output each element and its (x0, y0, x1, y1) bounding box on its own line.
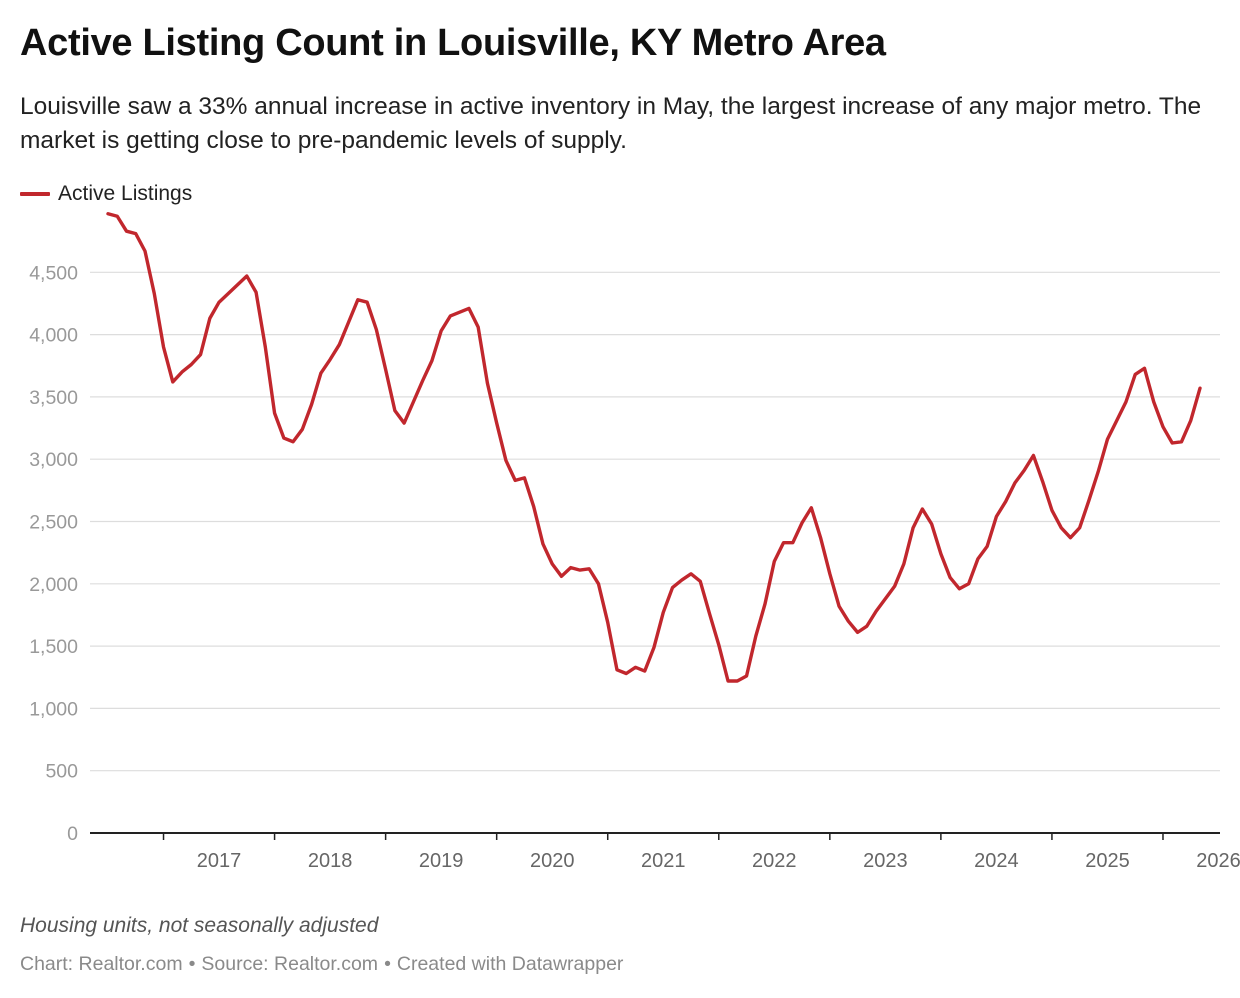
x-tick-label: 2017 (197, 850, 242, 872)
chart-subtitle: Louisville saw a 33% annual increase in … (20, 93, 1202, 154)
x-tick-label: 2020 (530, 850, 575, 872)
legend: Active Listings (20, 182, 192, 206)
y-tick-label: 2,500 (29, 512, 78, 534)
y-tick-label: 4,500 (29, 262, 78, 284)
credit-source: Source: Realtor.com (201, 953, 379, 975)
chart-credits: Chart: Realtor.com • Source: Realtor.com • C… (20, 953, 623, 976)
y-tick-label: 2,000 (29, 574, 78, 596)
chart-title: Active Listing Count in Louisville, KY M… (20, 22, 886, 64)
y-tick-label: 0 (67, 823, 78, 845)
x-tick-label: 2021 (641, 850, 686, 872)
line-chart: 0 500 1,000 1,500 2,000 2,500 3,000 3,500 4,000 4… (29, 212, 1240, 872)
x-tick-label: 2019 (419, 850, 464, 872)
x-tick-label: 2024 (974, 850, 1019, 872)
credit-chart: Chart: Realtor.com (20, 953, 183, 975)
credit-separator: • (384, 953, 391, 975)
y-tick-label: 500 (45, 761, 78, 783)
legend-line-swatch (20, 192, 50, 196)
x-tick-label: 2025 (1085, 850, 1130, 872)
credit-created: Created with Datawrapper (396, 953, 624, 975)
series-layer (106, 212, 1202, 683)
y-tick-label: 4,000 (29, 325, 78, 347)
chart-note: Housing units, not seasonally adjusted (20, 914, 379, 937)
y-tick-label: 3,000 (29, 449, 78, 471)
x-tick-label: 2026 (1196, 850, 1240, 872)
y-tick-label: 1,500 (29, 636, 78, 658)
x-tick-label: 2023 (863, 850, 908, 872)
series-line-active-listings (106, 212, 1202, 683)
axis-layer: 0 500 1,000 1,500 2,000 2,500 3,000 3,500 4,000 4… (29, 262, 1240, 872)
grid-layer (90, 271, 1220, 772)
y-tick-label: 1,000 (29, 698, 78, 720)
credit-separator: • (188, 953, 196, 975)
x-tick-label: 2022 (752, 850, 797, 872)
x-tick-label: 2018 (308, 850, 353, 872)
legend-label: Active Listings (58, 182, 193, 205)
y-tick-label: 3,500 (29, 387, 78, 409)
